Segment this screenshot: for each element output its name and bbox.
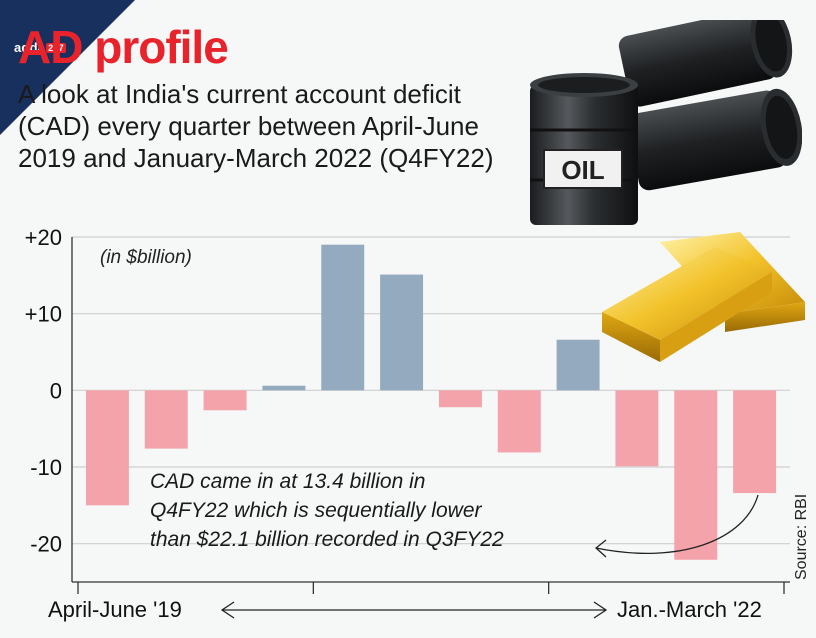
bar-q4fy21 xyxy=(497,390,541,453)
bar-q1fy21 xyxy=(321,244,365,391)
gold-bars-illustration xyxy=(602,232,805,362)
x-axis-end-label: Jan.-March '22 xyxy=(617,597,762,622)
page-subtitle: A look at India's current account defici… xyxy=(18,79,494,173)
x-axis-start-label: April-June '19 xyxy=(48,597,182,622)
source-note: Source: RBI xyxy=(793,493,810,580)
bar-q1fy22 xyxy=(556,339,600,391)
bar-q2fy21 xyxy=(380,274,424,391)
logo-corner-banner xyxy=(0,0,135,135)
oil-label: OIL xyxy=(561,155,604,185)
y-tick-label: +20 xyxy=(25,225,62,250)
logo-badge: 247 xyxy=(46,43,66,53)
bar-q3fy22 xyxy=(674,390,718,560)
chart-annotation: CAD came in at 13.4 billion in Q4FY22 wh… xyxy=(150,467,504,554)
y-tick-label: -20 xyxy=(30,532,62,557)
bar-q2fy22 xyxy=(615,390,659,467)
y-tick-label: 0 xyxy=(50,378,62,403)
logo-text: adda xyxy=(14,40,46,55)
y-tick-label: -10 xyxy=(30,455,62,480)
y-tick-label: +10 xyxy=(25,302,62,327)
bar-q2fy20 xyxy=(144,390,188,449)
annotation-line: Q4FY22 which is sequentially lower xyxy=(150,499,482,522)
page-title: AD profile xyxy=(18,21,229,73)
bar-q1fy20 xyxy=(85,390,129,506)
bar-q4fy20 xyxy=(262,385,306,391)
bar-q3fy20 xyxy=(203,390,247,411)
bar-q4fy22 xyxy=(733,390,777,494)
bar-q3fy21 xyxy=(438,390,482,408)
annotation-line: than $22.1 billion recorded in Q3FY22 xyxy=(150,528,504,551)
adda247-logo: adda 247 xyxy=(14,40,66,55)
oil-barrels-illustration: OIL xyxy=(530,20,802,225)
header: AD profile A look at India's current acc… xyxy=(18,24,498,174)
unit-note: (in $billion) xyxy=(100,247,192,268)
annotation-line: CAD came in at 13.4 billion in xyxy=(150,470,426,493)
